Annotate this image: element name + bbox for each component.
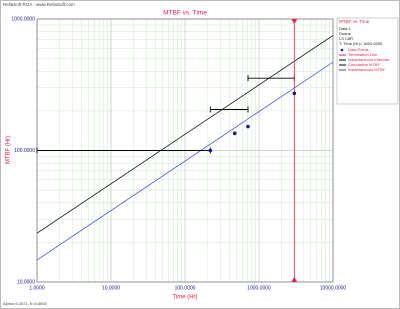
legend-symbol xyxy=(340,48,344,52)
x-tick-label: 1000.0000 xyxy=(247,285,271,291)
footer: Alpha=0.3071, b=0.8692 xyxy=(3,301,48,306)
legend-info: LS C8R xyxy=(339,36,353,41)
legend-info: T: Time (Hr)= 3000.0000 xyxy=(339,41,383,46)
x-tick-label: 100.0000 xyxy=(175,285,196,291)
termination-marker xyxy=(291,277,298,282)
interval xyxy=(209,106,249,113)
legend-info: Data 1 xyxy=(339,26,352,31)
y-axis-label: MTBF (Hr) xyxy=(6,136,12,164)
y-tick-label: 100.0000 xyxy=(14,148,35,154)
legend-label: Instantaneous Intervals xyxy=(348,57,389,62)
header: ReliaSoft RGA - www.ReliaSoft.com xyxy=(3,2,75,7)
y-tick-label: 1000.0000 xyxy=(11,16,35,22)
legend-label: Instantaneous MTBF xyxy=(348,67,386,72)
legend-label: Cumulative MTBF xyxy=(348,62,381,67)
mtbf-line xyxy=(36,35,334,234)
legend-title: MTBF vs. Time xyxy=(339,19,370,24)
legend xyxy=(336,17,399,105)
x-axis-label: Time (Hr) xyxy=(172,295,197,301)
y-tick-label: 10.0000 xyxy=(17,279,35,285)
data-point xyxy=(208,148,213,153)
chart-title: MTBF vs. Time xyxy=(163,10,207,17)
data-point xyxy=(246,124,250,129)
termination-marker xyxy=(291,19,298,24)
data-point xyxy=(292,91,297,96)
mtbf-line xyxy=(36,61,334,261)
legend-label: Termination Line xyxy=(348,52,378,57)
legend-info: Duane xyxy=(339,31,352,36)
x-tick-label: 10000.0000 xyxy=(320,285,347,291)
legend-label: Data Points xyxy=(348,47,369,52)
x-tick-label: 10.0000 xyxy=(102,285,120,291)
x-tick-label: 1.0000 xyxy=(29,285,45,291)
data-point xyxy=(232,131,237,136)
